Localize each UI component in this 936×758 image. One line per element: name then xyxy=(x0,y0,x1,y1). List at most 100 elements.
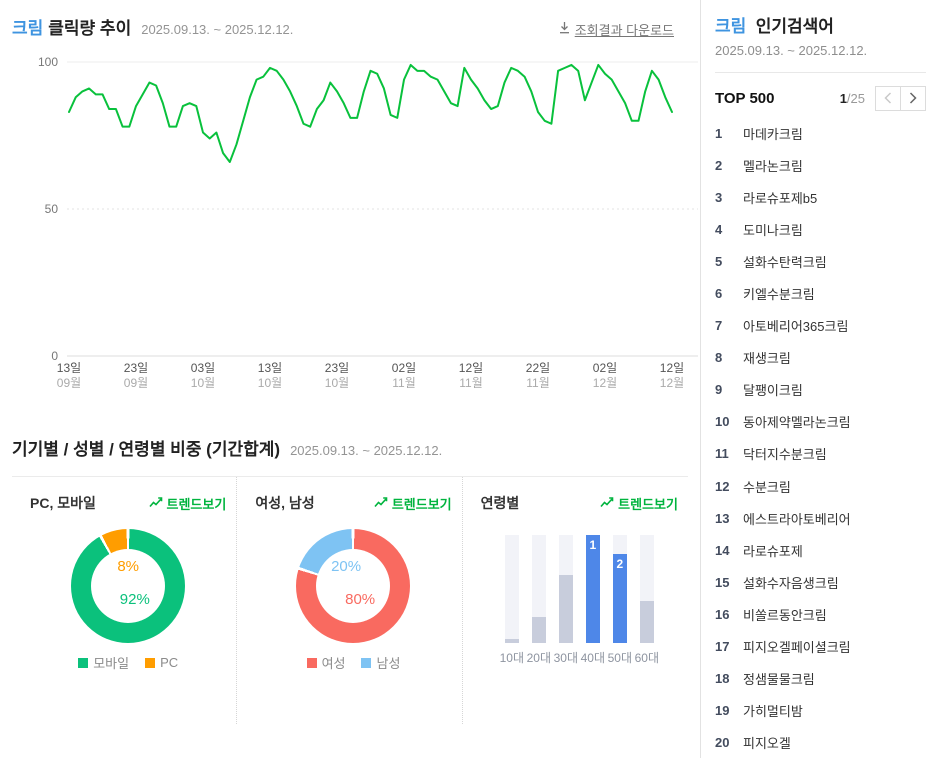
svg-text:12월: 12월 xyxy=(593,376,617,390)
demographics-title: 기기별 / 성별 / 연령별 비중 (기간합계) xyxy=(12,440,281,459)
svg-text:11월: 11월 xyxy=(392,376,416,390)
svg-text:03일: 03일 xyxy=(191,361,215,375)
svg-text:12일: 12일 xyxy=(459,361,483,375)
trend-chart-icon xyxy=(600,496,614,511)
legend-label-male: 남성 xyxy=(376,656,401,671)
age-bar-40s: 1 xyxy=(585,535,600,643)
keyword-row[interactable]: 18 정샘물물크림 xyxy=(715,671,815,688)
gender-legend: 여성 남성 xyxy=(255,653,451,672)
keyword-rank-list: 1 마데카크림 2 멜라논크림 3 라로슈포제b5 4 도미나크림 5 설화수탄력크림 6… xyxy=(715,117,926,758)
trend-title: 클릭량 추이 xyxy=(48,19,132,38)
age-bar-10s xyxy=(504,535,519,643)
download-icon xyxy=(558,21,571,37)
mobile-percent-label: 92% xyxy=(119,591,150,608)
gender-column: 여성, 남성 트렌드보기 20% 80% xyxy=(237,477,463,724)
click-trend-chart-box: 100 50 0 13일 09월 23일 09월 03일 10월 13일 10월 23일 10월 02일 1… xyxy=(12,47,700,395)
keyword-row[interactable]: 16 비쏠르동안크림 xyxy=(715,606,827,623)
keyword-row[interactable]: 10 동아제약멜라논크림 xyxy=(715,414,851,431)
demographics-header: 기기별 / 성별 / 연령별 비중 (기간합계) 2025.09.13. ~ 2… xyxy=(12,435,700,460)
age-trend-link[interactable]: 트렌드보기 xyxy=(600,494,678,513)
chevron-right-icon xyxy=(909,92,917,104)
legend-swatch-mobile xyxy=(78,657,89,668)
keyword-row[interactable]: 6 키엘수분크림 xyxy=(715,286,815,303)
legend-label-mobile: 모바일 xyxy=(93,656,130,671)
keyword-row[interactable]: 15 설화수자음생크림 xyxy=(715,574,839,591)
svg-text:12월: 12월 xyxy=(660,376,684,390)
divider xyxy=(715,72,926,73)
age-bar-20s xyxy=(531,535,546,643)
trend-date-range: 2025.09.13. ~ 2025.12.12. xyxy=(141,22,294,37)
keyword-row[interactable]: 9 달팽이크림 xyxy=(715,382,803,399)
svg-text:11월: 11월 xyxy=(526,376,550,390)
keyword-row[interactable]: 14 라로슈포제 xyxy=(715,542,803,559)
gender-trend-link[interactable]: 트렌드보기 xyxy=(374,494,452,513)
keyword-row[interactable]: 17 피지오겔페이셜크림 xyxy=(715,639,851,656)
device-column: PC, 모바일 트렌드보기 8% 92% xyxy=(12,477,238,724)
svg-text:13일: 13일 xyxy=(57,361,81,375)
age-bar-30s xyxy=(558,535,573,643)
popular-keywords-panel: 크림 인기검색어 2025.09.13. ~ 2025.12.12. TOP 5… xyxy=(700,0,936,758)
click-trend-header: 크림 클릭량 추이 2025.09.13. ~ 2025.12.12. 조회결과… xyxy=(12,14,700,39)
pagination-indicator: 1/25 xyxy=(839,90,865,106)
age-column: 연령별 트렌드보기 1 xyxy=(463,477,688,724)
next-page-button[interactable] xyxy=(900,85,926,111)
gender-column-label: 여성, 남성 xyxy=(255,495,315,511)
device-donut-chart: 8% 92% xyxy=(71,529,186,643)
svg-text:10월: 10월 xyxy=(258,376,282,390)
keyword-row[interactable]: 13 에스트라아토베리어 xyxy=(715,510,851,527)
legend-swatch-pc xyxy=(145,657,156,668)
prev-page-button[interactable] xyxy=(875,85,901,111)
legend-label-pc: PC xyxy=(160,655,179,670)
sidebar-date-range: 2025.09.13. ~ 2025.12.12. xyxy=(715,43,868,58)
male-percent-label: 20% xyxy=(331,558,362,575)
keyword-row[interactable]: 4 도미나크림 xyxy=(715,221,803,238)
keyword-row[interactable]: 1 마데카크림 xyxy=(715,125,803,142)
legend-label-female: 여성 xyxy=(321,656,346,671)
click-trend-line-chart: 10050013일09월23일09월03일10월13일10월23일10월02일1… xyxy=(38,55,698,390)
device-column-label: PC, 모바일 xyxy=(30,495,96,511)
age-rank-1-label: 1 xyxy=(589,538,597,552)
age-bar-50s: 2 xyxy=(612,535,627,643)
pc-percent-label: 8% xyxy=(117,558,139,575)
age-column-label: 연령별 xyxy=(480,495,520,511)
svg-text:10월: 10월 xyxy=(325,376,349,390)
legend-swatch-female xyxy=(306,657,317,668)
chevron-left-icon xyxy=(884,92,892,104)
keyword-row[interactable]: 8 재생크림 xyxy=(715,350,791,367)
keyword-row[interactable]: 11 닥터지수분크림 xyxy=(715,446,827,463)
svg-text:09월: 09월 xyxy=(124,376,148,390)
keyword-row[interactable]: 7 아토베리어365크림 xyxy=(715,318,849,335)
top500-label: TOP 500 xyxy=(715,89,775,107)
sidebar-title: 인기검색어 xyxy=(755,17,834,36)
keyword-row[interactable]: 19 가히멀티밤 xyxy=(715,703,803,720)
age-bar-chart: 1 2 xyxy=(481,535,678,643)
svg-text:10월: 10월 xyxy=(191,376,215,390)
keyword-row[interactable]: 2 멜라논크림 xyxy=(715,157,803,174)
device-legend: 모바일 PC xyxy=(30,653,226,672)
svg-text:100: 100 xyxy=(38,55,58,69)
svg-text:22일: 22일 xyxy=(526,361,550,375)
gender-donut-chart: 20% 80% xyxy=(296,529,411,643)
svg-text:11월: 11월 xyxy=(459,376,483,390)
trend-chart-icon xyxy=(374,496,388,511)
svg-text:23일: 23일 xyxy=(124,361,148,375)
female-percent-label: 80% xyxy=(345,591,376,608)
legend-swatch-male xyxy=(361,657,372,668)
download-results-link[interactable]: 조회결과 다운로드 xyxy=(558,20,674,39)
keyword-row[interactable]: 20 피지오겔 xyxy=(715,735,791,752)
svg-text:0: 0 xyxy=(51,349,58,363)
trend-keyword: 크림 xyxy=(12,19,44,38)
svg-text:50: 50 xyxy=(45,202,59,216)
download-label: 조회결과 다운로드 xyxy=(574,22,674,38)
device-trend-link[interactable]: 트렌드보기 xyxy=(148,494,226,513)
keyword-row[interactable]: 3 라로슈포제b5 xyxy=(715,189,818,206)
keyword-row[interactable]: 5 설화수탄력크림 xyxy=(715,253,827,270)
svg-text:09월: 09월 xyxy=(57,376,81,390)
top500-row: TOP 500 1/25 xyxy=(715,85,926,111)
keyword-row[interactable]: 12 수분크림 xyxy=(715,478,791,495)
svg-text:23일: 23일 xyxy=(325,361,349,375)
trend-chart-icon xyxy=(148,496,163,511)
demographics-charts-row: PC, 모바일 트렌드보기 8% 92% xyxy=(12,476,688,724)
svg-text:12일: 12일 xyxy=(660,361,684,375)
